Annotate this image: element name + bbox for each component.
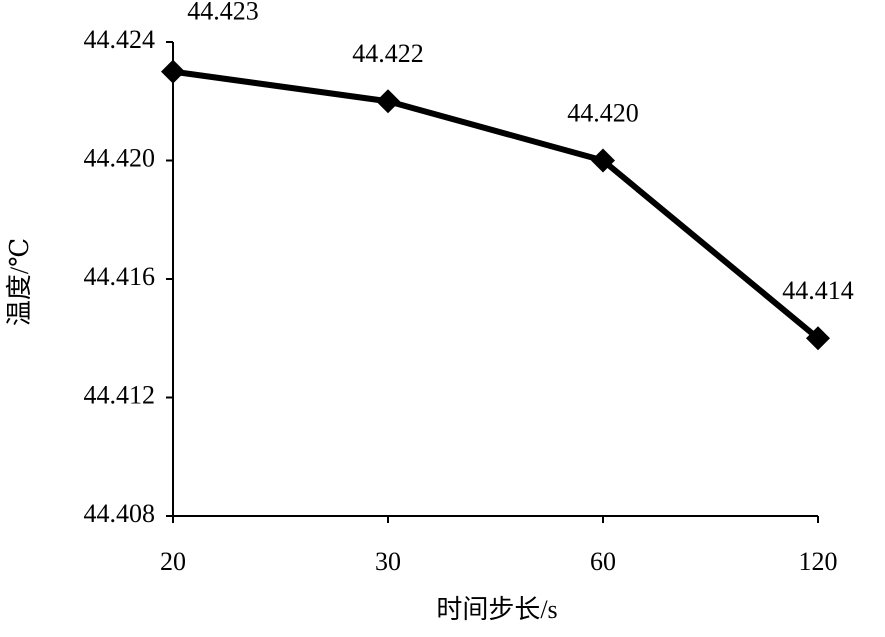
marker [161, 59, 185, 84]
y-tick-label: 44.424 [84, 25, 156, 54]
value-label: 44.420 [567, 98, 639, 127]
data-line [172, 68, 820, 341]
value-label: 44.414 [782, 276, 854, 305]
y-tick-label: 44.420 [84, 143, 156, 172]
marker [806, 326, 830, 351]
x-tick-label: 60 [590, 547, 616, 576]
marker [376, 89, 400, 114]
value-label: 44.422 [352, 39, 424, 68]
y-axis-title: 温度/℃ [5, 238, 34, 326]
y-tick-label: 44.412 [84, 380, 156, 409]
y-tick-label: 44.416 [84, 262, 156, 291]
value-label: 44.423 [187, 0, 259, 26]
y-tick-label: 44.408 [84, 499, 156, 528]
x-tick-label: 20 [160, 547, 186, 576]
x-tick-label: 30 [375, 547, 401, 576]
x-axis-title: 时间步长/s [436, 595, 557, 624]
marker [591, 148, 615, 173]
x-tick-label: 120 [799, 547, 838, 576]
